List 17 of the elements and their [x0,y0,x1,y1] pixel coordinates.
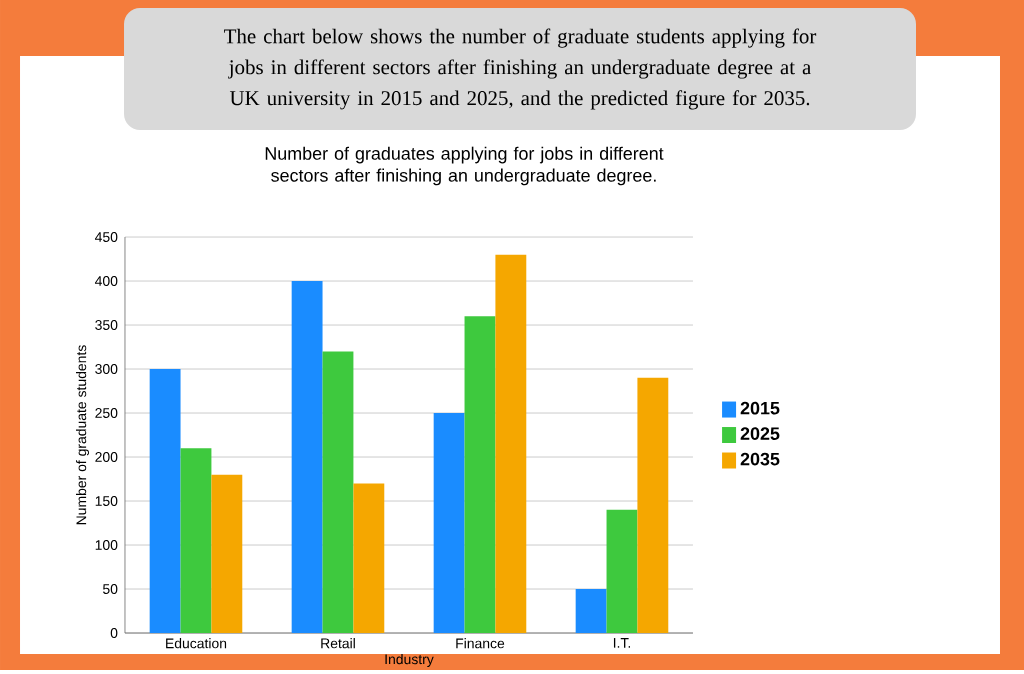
legend-label: 2025 [740,427,780,441]
chart-title: The chart below shows the number of graduate students applying for jobs in different sectors after finishing an undergraduate degree at a UK university in 2015 and 2025, and the predicted figure for 2035. [224,28,817,110]
chart-subtitle: Number of graduates applying for jobs in different sectors after finishing an undergraduate degree. [265,146,664,186]
bar [322,351,354,634]
bar [495,254,527,634]
bar [353,483,385,634]
bar [433,413,465,634]
bar [575,589,607,634]
legend-label: 2015 [740,401,780,415]
bar [291,281,323,634]
bar [180,448,212,634]
bar [464,316,496,634]
bar [606,510,638,634]
bar [637,378,669,634]
bar [211,474,243,634]
bar [149,369,181,634]
legend-label: 2035 [740,452,780,466]
